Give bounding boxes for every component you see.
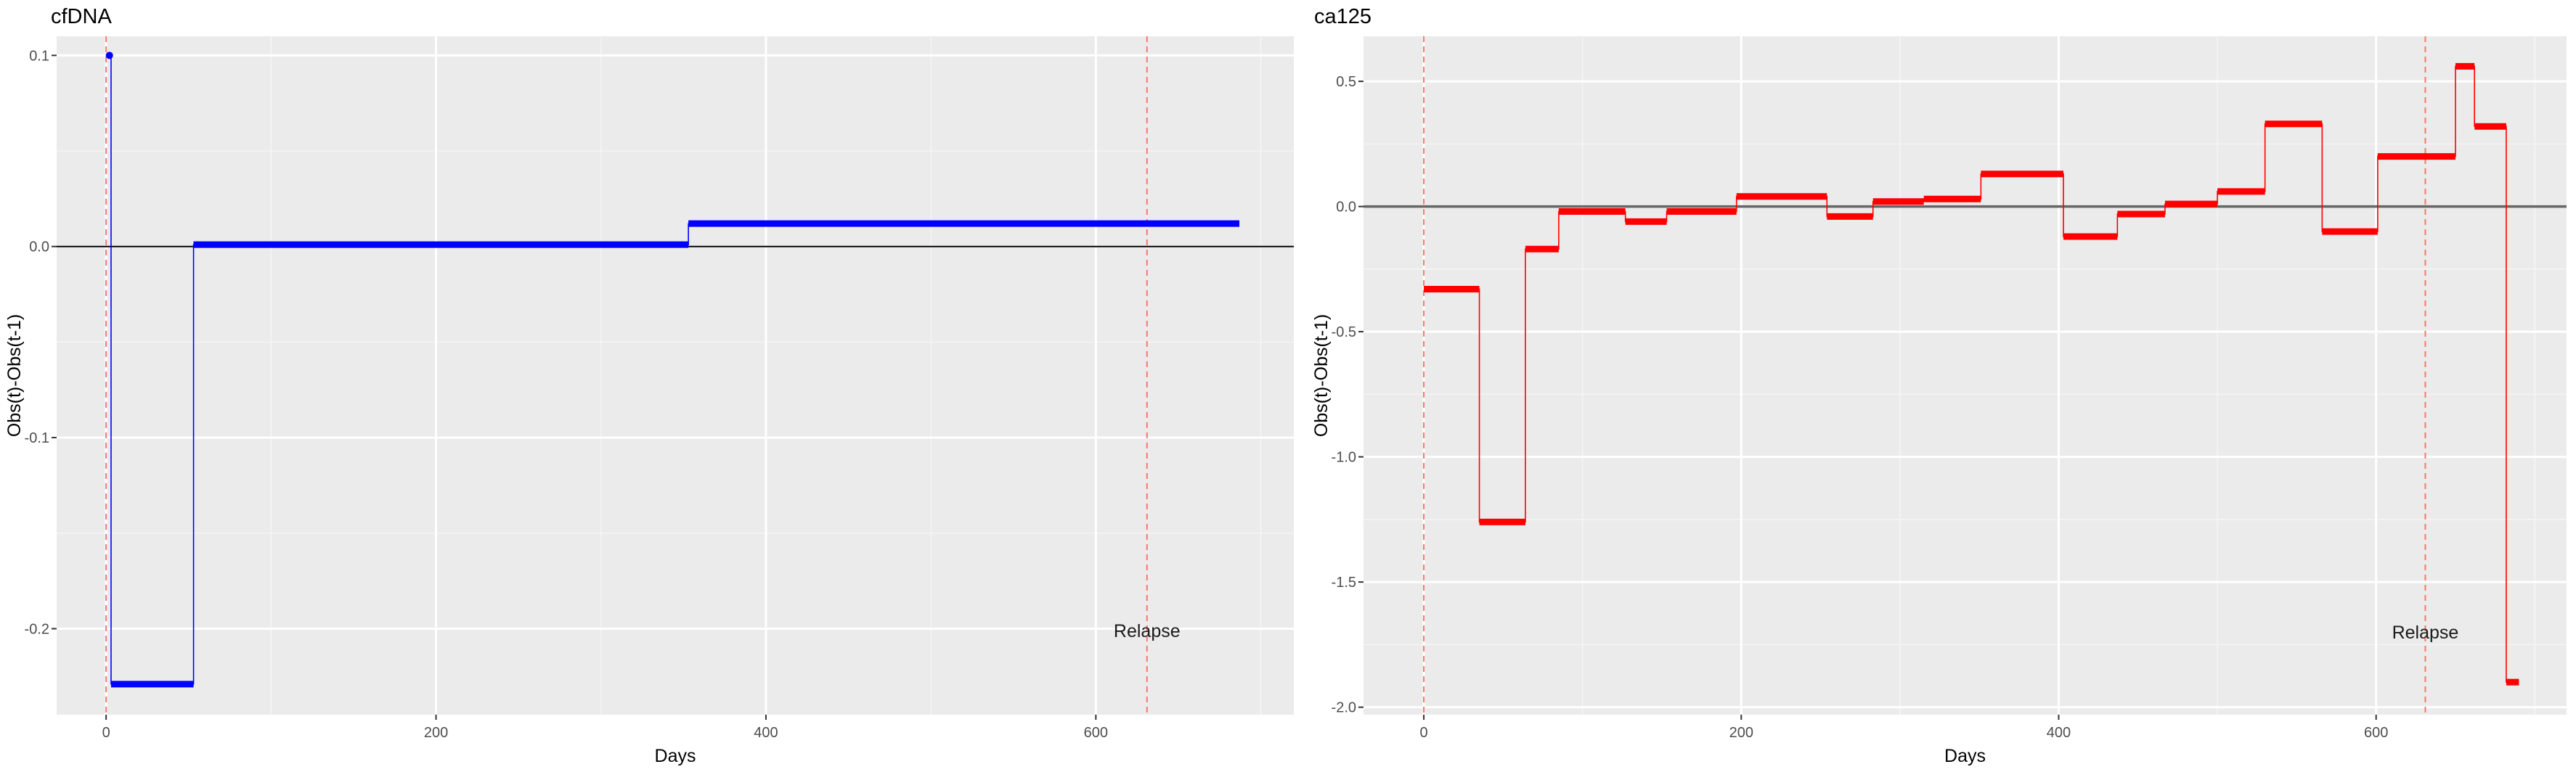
x-tick-label: 0 [1420, 725, 1428, 741]
y-tick-label: -2.0 [1332, 700, 1356, 716]
x-tick-label: 400 [2047, 725, 2071, 741]
series-point [105, 52, 113, 59]
annotation-label: Relapse [1114, 621, 1181, 641]
y-tick-label: 0.5 [1336, 74, 1356, 90]
chart-title: ca125 [1314, 5, 1371, 28]
chart-panel-0: Relapse 0 200 400 600 -0.2 -0.1 0.0 0.1 cfDNA Days… [4, 5, 1294, 766]
y-tick-label: 0.0 [29, 239, 49, 255]
x-tick-label: 200 [1729, 725, 1753, 741]
y-tick-label: 0.0 [1336, 200, 1356, 215]
annotation-label: Relapse [2392, 623, 2459, 643]
x-tick-label: 0 [102, 725, 110, 741]
y-tick-label: -1.5 [1332, 575, 1356, 591]
x-tick-label: 200 [424, 725, 448, 741]
y-tick-label: -0.1 [25, 430, 49, 446]
chart-title: cfDNA [51, 5, 112, 28]
y-axis-label: Obs(t)-Obs(t-1) [4, 314, 25, 437]
x-tick-label: 600 [1084, 725, 1108, 741]
y-tick-label: -1.0 [1332, 450, 1356, 466]
x-tick-label: 400 [754, 725, 778, 741]
series-line [109, 54, 1240, 685]
chart-panel-1: Relapse 0 200 400 600 -2.0 -1.5 -1.0 -0.5 0.0 0.5 c… [1311, 5, 2567, 766]
plot-background [57, 36, 1294, 715]
y-tick-label: -0.2 [25, 621, 49, 637]
x-tick-label: 600 [2364, 725, 2388, 741]
plot-background [1364, 36, 2567, 715]
x-axis-label: Days [1944, 746, 1986, 766]
y-tick-label: -0.5 [1332, 324, 1356, 340]
y-tick-label: 0.1 [29, 48, 49, 64]
x-axis-label: Days [655, 746, 696, 766]
y-axis-label: Obs(t)-Obs(t-1) [1311, 314, 1332, 437]
